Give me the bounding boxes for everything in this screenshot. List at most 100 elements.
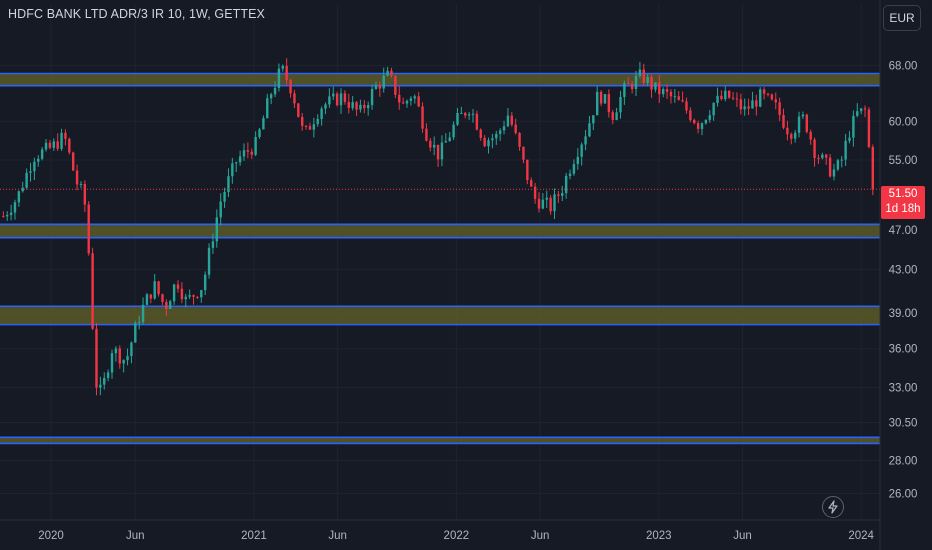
candle-body [627, 83, 630, 85]
candle-body [320, 108, 323, 119]
y-tick-label: 55.00 [889, 155, 918, 167]
y-tick-label: 47.00 [889, 225, 918, 237]
lightning-icon[interactable] [822, 496, 844, 518]
candle-body [537, 198, 541, 209]
candle-body [273, 87, 277, 95]
candle-body [564, 175, 568, 193]
candle-body [254, 136, 257, 155]
candle-body [568, 173, 572, 176]
candle-body [491, 138, 494, 141]
candle-body [805, 114, 809, 132]
candle-body [332, 93, 335, 97]
candle-body [398, 94, 401, 103]
candle-body [188, 295, 191, 297]
candle-body [774, 99, 777, 103]
candle-body [25, 172, 28, 188]
candle-body [134, 322, 137, 343]
y-tick-label: 36.00 [889, 344, 918, 356]
time-axis[interactable]: 2020 Jun 2021 Jun 2022 Jun 2023 Jun 2024 [0, 519, 880, 542]
candle-body [172, 284, 176, 302]
candle-body [75, 170, 79, 185]
x-tick-label: 2024 [848, 530, 874, 542]
candle-body [200, 290, 203, 298]
candle-body [619, 96, 622, 113]
candle-body [149, 294, 153, 299]
candle-body [506, 115, 510, 127]
candle-body [778, 102, 781, 115]
candle-body [797, 116, 801, 133]
candle-body [347, 101, 350, 108]
candle-body [661, 89, 665, 95]
candle-body [793, 132, 797, 139]
candle-body [29, 171, 32, 173]
candle-body [281, 65, 285, 69]
candle-body [724, 90, 727, 100]
candle-body [817, 158, 820, 160]
candle-body [401, 102, 405, 104]
candle-body [308, 126, 312, 130]
candle-body [716, 95, 719, 103]
y-tick-label: 28.00 [889, 456, 918, 468]
y-tick-label: 60.00 [889, 116, 918, 128]
candle-body [859, 108, 863, 112]
candle-body [386, 70, 389, 76]
zone-fill [0, 224, 880, 238]
candle-body [696, 123, 700, 129]
candle-body [634, 75, 638, 90]
candle-body [231, 163, 234, 177]
candle-body [592, 115, 595, 124]
candle-body [145, 294, 149, 305]
y-tick-label: 39.00 [889, 308, 918, 320]
candle-body [623, 83, 626, 97]
candle-body [460, 112, 463, 114]
candle-body [630, 83, 634, 90]
candle-body [863, 108, 867, 110]
candle-body [611, 112, 614, 120]
candlestick-series [2, 58, 874, 396]
candle-body [378, 84, 382, 89]
candle-body [207, 247, 211, 275]
candle-body [13, 202, 17, 213]
candle-body [727, 90, 731, 98]
currency-button[interactable]: EUR [883, 5, 921, 31]
candle-body [122, 360, 125, 364]
candle-body [60, 132, 63, 149]
candle-body [64, 132, 67, 139]
x-tick-label: 2020 [38, 530, 64, 542]
candle-body [211, 241, 215, 248]
candle-body [836, 160, 840, 170]
candle-body [580, 144, 583, 157]
candle-body [56, 141, 59, 149]
candle-body [557, 194, 560, 196]
bar-countdown: 1d 18h [885, 203, 921, 215]
candle-body [141, 304, 145, 323]
candle-body [588, 123, 591, 137]
price-axis[interactable]: 68.00 60.00 55.00 47.00 43.00 39.00 36.00 33.00… [879, 0, 918, 550]
candle-body [576, 156, 579, 165]
candle-body [471, 113, 475, 115]
candle-body [413, 96, 416, 99]
candle-body [693, 120, 696, 124]
candle-body [184, 296, 187, 300]
candle-body [464, 112, 467, 116]
candle-body [825, 154, 828, 158]
candle-body [394, 75, 397, 95]
candle-body [832, 169, 836, 177]
candle-body [498, 130, 502, 134]
candle-body [475, 113, 479, 130]
candle-body [751, 100, 754, 109]
candle-body [840, 159, 843, 161]
candle-body [343, 93, 347, 102]
candle-body [95, 328, 98, 388]
candle-body [137, 322, 141, 324]
candle-body [297, 103, 300, 117]
candle-body [669, 91, 673, 97]
y-tick-label: 33.00 [889, 382, 918, 394]
candle-body [432, 144, 436, 148]
candle-body [355, 102, 358, 110]
y-tick-label: 30.50 [889, 417, 918, 429]
candle-body [607, 94, 611, 113]
candle-body [518, 132, 521, 147]
candle-body [848, 137, 851, 141]
